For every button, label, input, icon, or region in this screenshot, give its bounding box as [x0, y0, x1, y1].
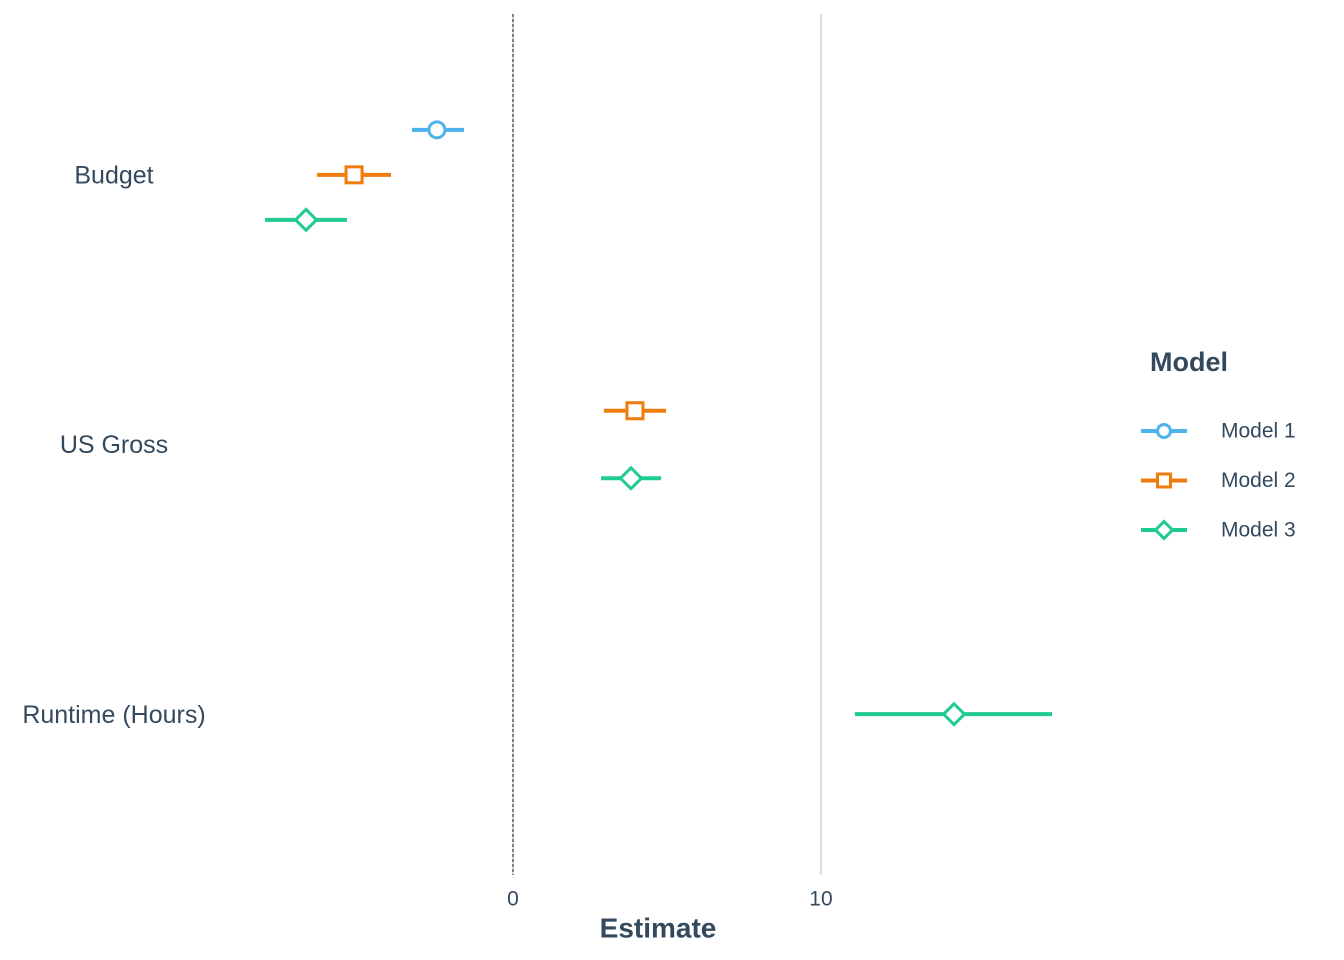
legend-marker [1153, 519, 1175, 541]
point [618, 465, 644, 491]
legend-marker [1156, 423, 1172, 439]
point [344, 165, 364, 185]
x-tick-label: 0 [507, 888, 519, 911]
point [625, 401, 645, 421]
legend-title: Model [1150, 347, 1228, 377]
point [941, 701, 967, 727]
y-tick-label: Budget [74, 161, 153, 189]
legend-label: Model 1 [1221, 420, 1296, 443]
y-tick-label: Runtime (Hours) [22, 701, 205, 729]
x-tick-label: 10 [809, 888, 832, 911]
legend-marker [1156, 472, 1172, 489]
x-axis-title: Estimate [600, 912, 717, 943]
legend-label: Model 3 [1221, 519, 1296, 542]
legend-label: Model 2 [1221, 469, 1296, 492]
point [427, 120, 447, 140]
point [293, 207, 319, 233]
y-tick-label: US Gross [60, 431, 168, 459]
